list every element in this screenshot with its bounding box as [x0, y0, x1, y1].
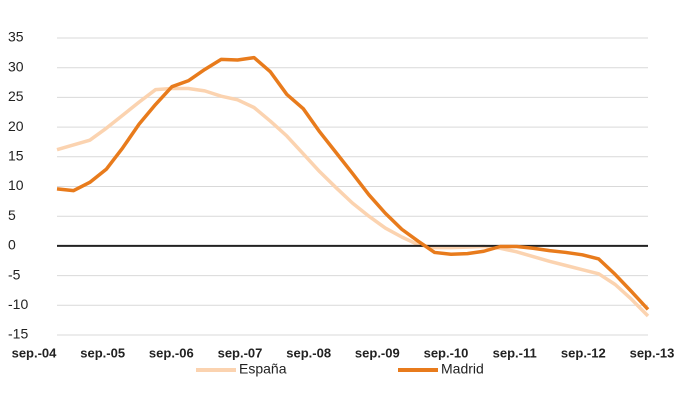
x-tick-label: sep.-13 — [630, 345, 675, 360]
y-tick-label: 20 — [8, 118, 24, 134]
legend-label: España — [239, 361, 287, 377]
x-tick-label: sep.-06 — [149, 345, 194, 360]
y-tick-label: -10 — [8, 296, 28, 312]
y-tick-label: 0 — [8, 237, 16, 253]
y-tick-label: 5 — [8, 207, 16, 223]
y-tick-label: 30 — [8, 58, 24, 74]
y-tick-label: 15 — [8, 148, 24, 164]
series-line — [56, 86, 650, 318]
x-tick-label: sep.-11 — [493, 345, 537, 360]
x-tick-label: sep.-12 — [561, 345, 606, 360]
y-tick-label: 35 — [8, 29, 24, 45]
x-tick-label: sep.-10 — [424, 345, 469, 360]
y-tick-label: -5 — [8, 266, 21, 282]
x-tick-label: sep.-08 — [286, 345, 331, 360]
x-tick-label: sep.-09 — [355, 345, 400, 360]
x-tick-label: sep.-04 — [12, 345, 58, 360]
legend-label: Madrid — [441, 361, 484, 377]
y-tick-label: 10 — [8, 177, 24, 193]
y-tick-label: -15 — [8, 326, 28, 342]
series-line — [56, 55, 650, 311]
y-tick-label: 25 — [8, 88, 24, 104]
x-tick-label: sep.-05 — [80, 345, 125, 360]
x-tick-label: sep.-07 — [218, 345, 263, 360]
